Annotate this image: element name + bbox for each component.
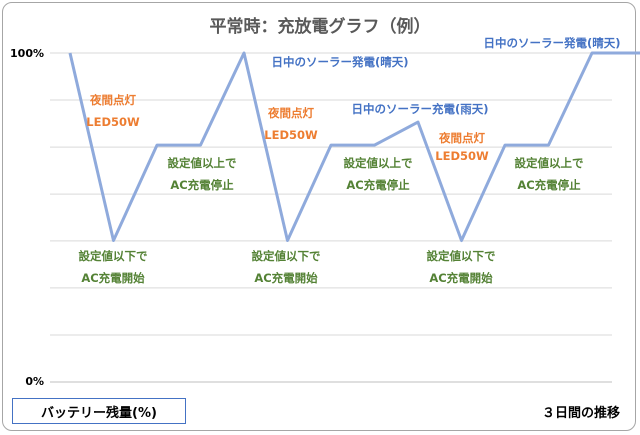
annotation-label: 設定値以上で bbox=[515, 156, 584, 170]
annotations: 夜間点灯 LED50W 設定値以下で AC充電開始 設定値以上で AC充電停止 日中のソーラ… bbox=[79, 36, 621, 285]
annotation-label: LED50W bbox=[86, 115, 140, 129]
y-tick-100: 100% bbox=[10, 47, 44, 60]
series-points bbox=[69, 52, 636, 241]
annotation-label: AC充電開始 bbox=[254, 271, 318, 285]
annotation-label: 日中のソーラー発電(晴天) bbox=[483, 36, 620, 50]
annotation-label: 設定値以上で bbox=[344, 156, 413, 170]
annotation-label: 夜間点灯 bbox=[89, 93, 136, 107]
annotation-label: AC充電開始 bbox=[81, 271, 145, 285]
annotation-label: AC充電開始 bbox=[429, 271, 493, 285]
annotation-label: AC充電停止 bbox=[346, 178, 410, 192]
gridlines bbox=[50, 52, 612, 383]
chart-title: 平常時：充放電グラフ（例） bbox=[210, 16, 431, 37]
annotation-label: 日中のソーラー充電(雨天) bbox=[351, 102, 488, 116]
annotation-label: AC充電停止 bbox=[170, 178, 234, 192]
annotation-label: 設定値以下で bbox=[79, 249, 148, 263]
annotation-label: 夜間点灯 bbox=[267, 106, 314, 120]
y-tick-0: 0% bbox=[25, 375, 44, 388]
annotation-label: AC充電停止 bbox=[517, 178, 581, 192]
annotation-label: 夜間点灯 bbox=[438, 131, 485, 145]
annotation-label: 日中のソーラー発電(晴天) bbox=[271, 55, 408, 69]
annotation-label: LED50W bbox=[435, 149, 489, 163]
annotation-label: 設定値以上で bbox=[168, 156, 237, 170]
annotation-label: 設定値以下で bbox=[427, 249, 496, 263]
x-axis-label: ３日間の推移 bbox=[541, 406, 620, 421]
annotation-label: LED50W bbox=[264, 128, 318, 142]
legend-label: バッテリー残量(%) bbox=[12, 398, 186, 424]
annotation-label: 設定値以下で bbox=[252, 249, 321, 263]
